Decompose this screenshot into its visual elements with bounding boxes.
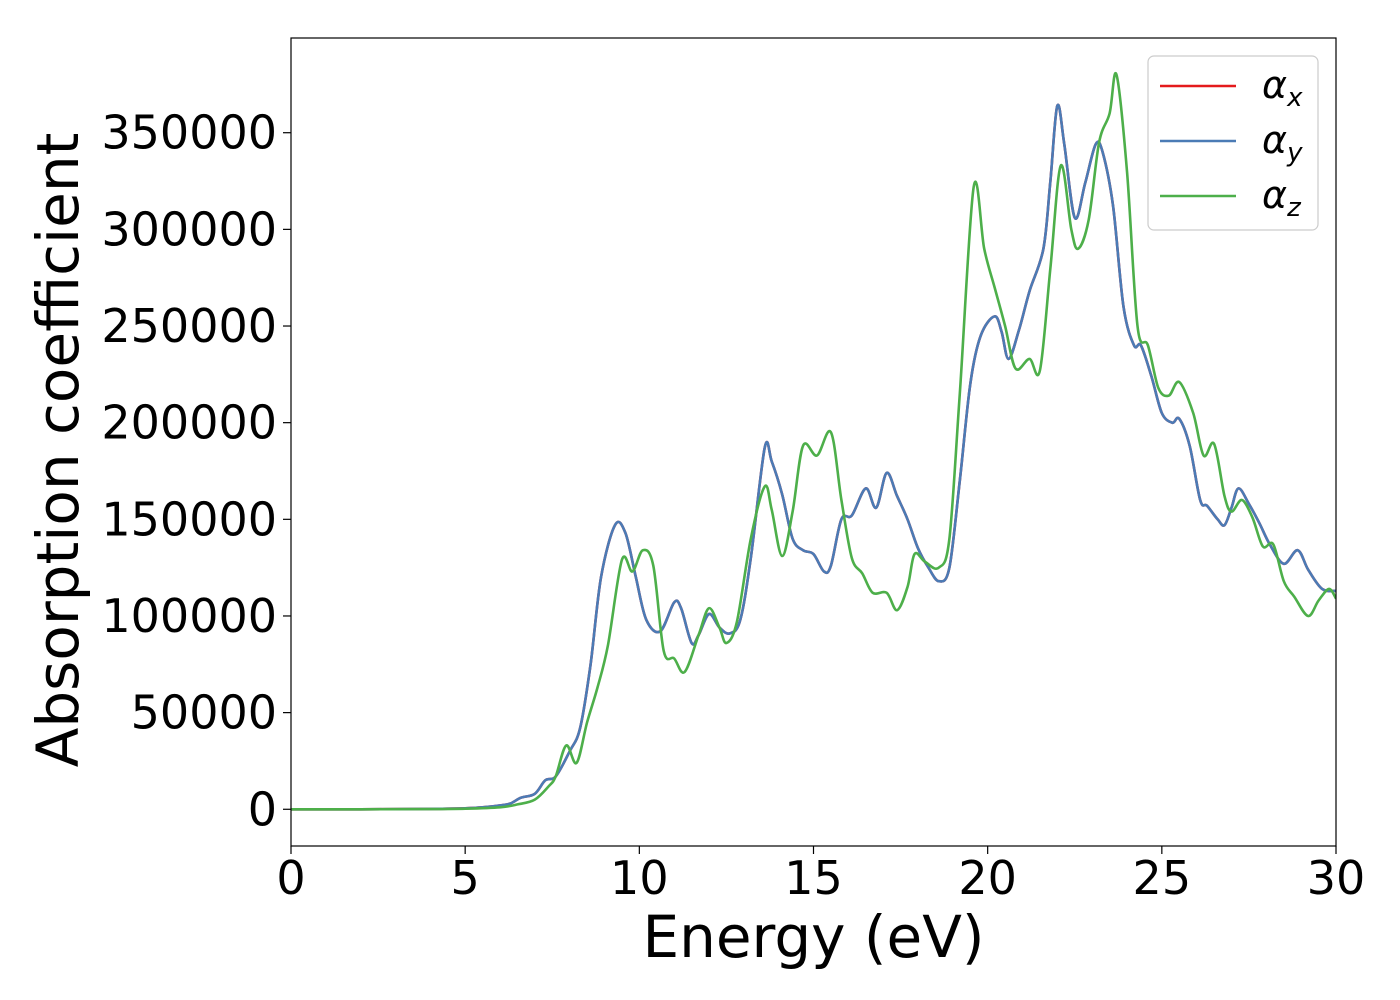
series-line-y	[291, 103, 1336, 811]
x-tick-label: 20	[958, 851, 1017, 905]
x-tick-label: 10	[610, 851, 669, 905]
legend-label-y: αy	[1262, 118, 1303, 168]
x-tick-label: 0	[276, 851, 305, 905]
legend-symbol: α	[1262, 173, 1287, 217]
y-tick-label: 200000	[101, 396, 277, 450]
y-tick-label: 150000	[101, 492, 277, 546]
y-tick-label: 0	[248, 782, 277, 836]
y-axis-label: Absorption coefficient	[24, 133, 92, 768]
legend-label-x: αx	[1262, 63, 1303, 113]
y-tick-label: 350000	[101, 106, 277, 160]
x-tick-label: 25	[1133, 851, 1192, 905]
legend-subscript: y	[1286, 138, 1303, 168]
y-tick-label: 250000	[101, 299, 277, 353]
x-tick-label: 5	[451, 851, 480, 905]
legend-subscript: x	[1286, 83, 1303, 113]
y-axis-ticks: 0 50000 100000 150000 200000 250000 300000 3500…	[101, 106, 291, 836]
y-tick-label: 50000	[131, 686, 277, 740]
x-axis-ticks: 0 5 10 15 20 25 30	[276, 846, 1365, 905]
y-tick-label: 300000	[101, 202, 277, 256]
legend-label-z: αz	[1262, 173, 1302, 223]
x-axis-label: Energy (eV)	[642, 903, 984, 971]
series-line-z	[291, 71, 1336, 811]
y-tick-label: 100000	[101, 589, 277, 643]
x-tick-label: 15	[784, 851, 843, 905]
legend-box	[1147, 55, 1319, 231]
series-layer	[291, 71, 1336, 811]
legend-symbol: α	[1262, 118, 1287, 162]
legend-subscript: z	[1286, 193, 1302, 223]
legend-symbol: α	[1262, 63, 1287, 107]
x-tick-label: 30	[1307, 851, 1366, 905]
